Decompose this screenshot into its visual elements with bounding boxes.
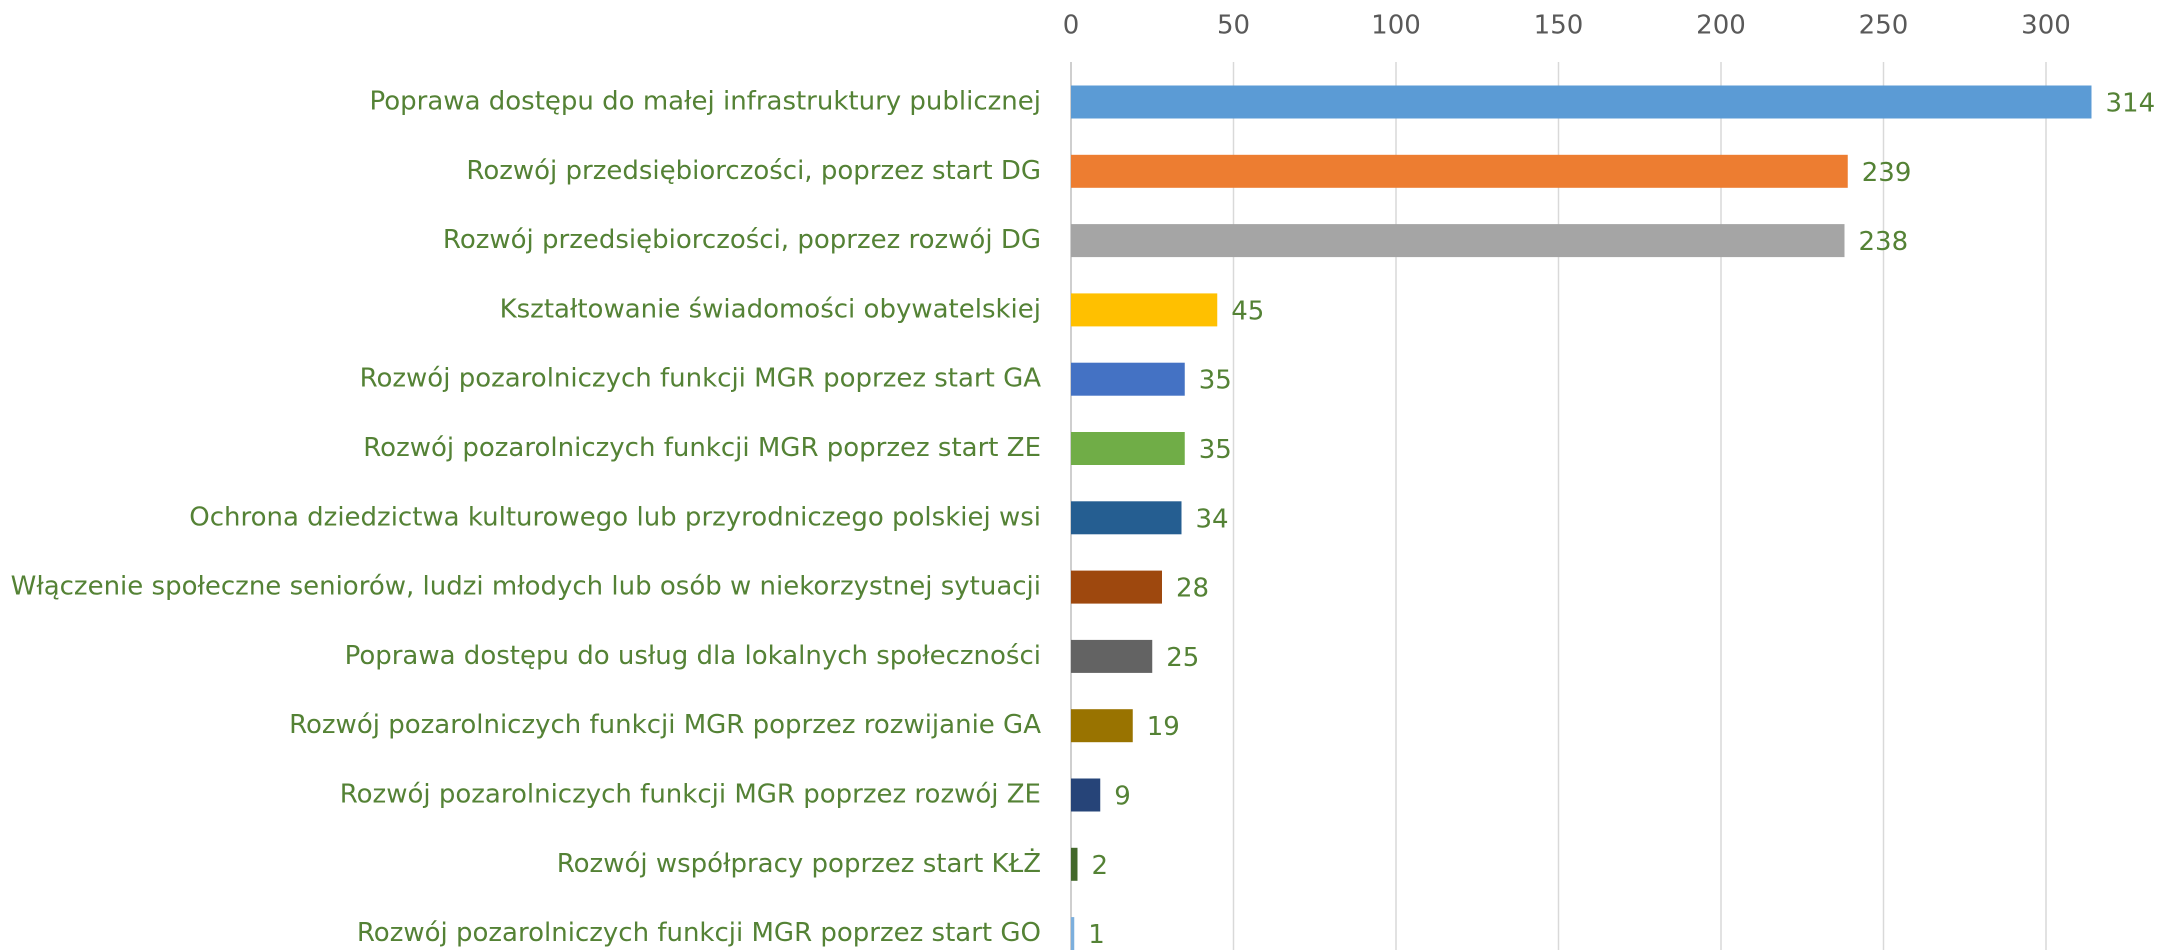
bar	[1071, 362, 1185, 396]
x-tick-label: 0	[1063, 11, 1080, 41]
bar	[1071, 224, 1845, 258]
x-tick-label: 200	[1696, 11, 1746, 41]
data-label: 35	[1199, 435, 1232, 465]
bar	[1071, 501, 1182, 535]
bar	[1071, 432, 1185, 465]
bar	[1071, 917, 1075, 950]
bar	[1071, 570, 1162, 604]
data-label: 34	[1196, 504, 1229, 534]
y-tick-label: Kształtowanie świadomości obywatelskiej	[500, 294, 1041, 324]
y-tick-label: Poprawa dostępu do usług dla lokalnych s…	[345, 641, 1041, 671]
y-tick-label: Rozwój przedsiębiorczości, poprzez rozwó…	[443, 225, 1041, 255]
data-label: 35	[1199, 366, 1232, 396]
y-tick-label: Rozwój współpracy poprzez start KŁŻ	[557, 847, 1041, 879]
data-label: 45	[1231, 296, 1264, 326]
data-label: 238	[1859, 227, 1909, 257]
data-label: 28	[1176, 574, 1209, 604]
y-tick-label: Rozwój przedsiębiorczości, poprzez start…	[466, 156, 1041, 186]
data-label: 9	[1114, 782, 1131, 812]
y-tick-label: Ochrona dziedzictwa kulturowego lub przy…	[189, 502, 1041, 532]
bar	[1071, 778, 1101, 812]
bar	[1071, 639, 1153, 673]
x-tick-label: 250	[1859, 11, 1909, 41]
data-label: 19	[1147, 712, 1180, 742]
bar	[1071, 847, 1078, 881]
data-label: 2	[1092, 851, 1109, 881]
y-tick-label: Rozwój pozarolniczych funkcji MGR poprze…	[357, 918, 1041, 948]
data-label: 1	[1088, 920, 1105, 950]
bar	[1071, 154, 1848, 188]
y-tick-label: Rozwój pozarolniczych funkcji MGR poprze…	[363, 433, 1041, 463]
x-tick-label: 100	[1371, 11, 1421, 41]
y-tick-label: Włączenie społeczne seniorów, ludzi młod…	[11, 572, 1041, 602]
y-tick-label: Poprawa dostępu do małej infrastruktury …	[370, 87, 1041, 117]
bar	[1071, 85, 2092, 119]
y-tick-label: Rozwój pozarolniczych funkcji MGR poprze…	[340, 780, 1041, 810]
y-tick-label: Rozwój pozarolniczych funkcji MGR poprze…	[360, 364, 1042, 394]
x-tick-label: 50	[1217, 11, 1250, 41]
data-label: 25	[1166, 643, 1199, 673]
data-label: 239	[1862, 158, 1912, 188]
bar	[1071, 709, 1133, 743]
bar	[1071, 293, 1218, 327]
y-tick-label: Rozwój pozarolniczych funkcji MGR poprze…	[289, 710, 1041, 740]
x-tick-label: 300	[2021, 11, 2071, 41]
x-tick-label: 150	[1534, 11, 1584, 41]
data-label: 314	[2106, 89, 2156, 119]
